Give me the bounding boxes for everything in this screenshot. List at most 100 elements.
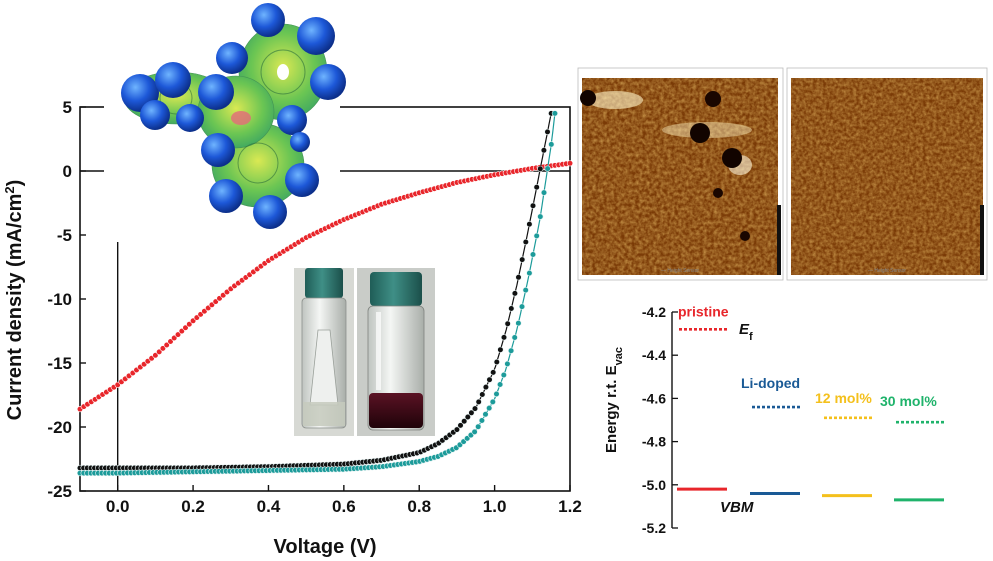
jv-data-point	[515, 320, 522, 327]
energy-y-axis-label-main: Energy r.t. E	[603, 365, 620, 453]
energy-sample-3: 30 mol%	[880, 393, 944, 502]
jv-data-point	[540, 189, 548, 196]
jv-x-tick-label: 0.0	[106, 497, 130, 516]
jv-chart: 0.0 0.2 0.4 0.6 0.8 1.0 1.2 5 0 -5 -10 -15 -20 -25 V…	[2, 98, 582, 558]
jv-data-point	[529, 251, 537, 258]
jv-data-point	[515, 274, 522, 281]
jv-data-point	[453, 426, 461, 433]
jv-data-point	[504, 320, 511, 327]
jv-data-point	[457, 422, 464, 429]
jv-data-point	[522, 238, 529, 246]
energy-y-ticks: -4.2 -4.4 -4.6 -4.8 -5.0 -5.2	[642, 304, 678, 536]
jv-data-point	[156, 348, 163, 356]
molecule-esp-image	[104, 3, 346, 242]
jv-series-1	[76, 110, 555, 472]
jv-data-point	[500, 371, 507, 379]
energy-sample-1: Li-doped	[741, 375, 800, 495]
jv-data-point	[490, 369, 497, 376]
jv-data-point	[167, 338, 174, 345]
svg-text:— Height Sensor: — Height Sensor	[661, 268, 699, 274]
ef-label-main: E	[739, 321, 750, 338]
jv-data-point	[486, 376, 493, 383]
jv-y-tick-label: 0	[63, 162, 72, 181]
ef-label-sub: f	[749, 331, 753, 343]
jv-data-point	[482, 411, 489, 418]
jv-data-point	[489, 398, 496, 406]
energy-y-tick-label: -5.2	[642, 520, 666, 536]
jv-data-point	[544, 128, 551, 135]
energy-y-tick-label: -4.2	[642, 304, 666, 320]
jv-series	[76, 110, 574, 477]
svg-text:— Height Sensor: — Height Sensor	[868, 268, 906, 274]
jv-data-point	[186, 321, 193, 328]
jv-data-point	[479, 391, 486, 398]
vial-photos	[294, 268, 435, 436]
jv-y-tick-label: 5	[63, 98, 72, 117]
jv-data-point	[493, 358, 500, 366]
jv-data-point	[171, 334, 178, 342]
jv-y-tick-label: -20	[47, 418, 72, 437]
energy-sample-0: pristine	[677, 303, 729, 491]
jv-data-point	[163, 341, 170, 349]
jv-data-point	[511, 334, 518, 341]
jv-data-point	[174, 331, 182, 338]
jv-data-point	[544, 165, 551, 172]
jv-data-point	[464, 413, 471, 421]
jv-data-point	[537, 165, 544, 172]
ef-label: Ef	[739, 321, 753, 343]
jv-data-point	[548, 141, 555, 148]
jv-data-point	[182, 324, 189, 331]
jv-y-axis-label: Current density (mA/cm2)	[2, 180, 27, 421]
jv-data-point	[519, 256, 526, 263]
jv-y-ticks: 5 0 -5 -10 -15 -20 -25	[47, 98, 86, 501]
energy-y-tick-label: -4.8	[642, 434, 666, 450]
jv-data-point	[471, 428, 478, 436]
jv-data-point	[522, 287, 529, 294]
jv-x-tick-label: 1.0	[483, 497, 507, 516]
jv-data-point	[504, 360, 511, 368]
energy-sample-2: 12 mol%	[815, 390, 872, 498]
jv-data-point	[475, 398, 482, 406]
vbm-label: VBM	[720, 499, 754, 516]
sample-label: 30 mol%	[880, 393, 937, 409]
jv-data-point	[500, 334, 508, 341]
energy-y-tick-label: -5.0	[642, 477, 666, 493]
jv-y-tick-label: -10	[47, 290, 72, 309]
jv-data-point	[566, 160, 574, 167]
jv-data-point	[537, 213, 544, 220]
energy-y-axis-label-sub: vac	[613, 347, 625, 365]
jv-y-tick-label: -15	[47, 354, 72, 373]
jv-y-tick-label: -25	[47, 482, 72, 501]
energy-y-axis-label: Energy r.t. Evac	[603, 347, 625, 453]
jv-y-axis-label-close: )	[4, 180, 26, 187]
jv-data-point	[475, 423, 482, 430]
jv-data-point	[159, 345, 166, 352]
jv-data-point	[526, 221, 533, 228]
energy-y-tick-label: -4.4	[642, 347, 666, 363]
jv-data-point	[152, 352, 159, 359]
jv-data-point	[497, 381, 504, 388]
jv-x-tick-label: 0.4	[257, 497, 281, 516]
jv-data-point	[497, 346, 504, 353]
jv-data-point	[529, 202, 537, 209]
sample-label: Li-doped	[741, 375, 800, 391]
jv-data-point	[508, 347, 515, 354]
jv-data-point	[518, 303, 526, 310]
jv-data-point	[511, 290, 519, 297]
jv-data-point	[508, 305, 515, 312]
sample-label: 12 mol%	[815, 390, 872, 406]
jv-data-point	[533, 232, 540, 239]
jv-data-point	[533, 184, 540, 191]
jv-data-point	[471, 405, 479, 412]
energy-level-chart: -4.2 -4.4 -4.6 -4.8 -5.0 -5.2 pristine Li-dope…	[603, 303, 944, 536]
jv-data-point	[461, 418, 468, 425]
afm-image-pristine: — Height Sensor	[577, 67, 784, 281]
jv-data-point	[526, 270, 533, 277]
energy-levels: pristine Li-doped 12 mol% 30 mol%	[677, 303, 944, 502]
jv-y-axis-label-main: Current density (mA/cm	[4, 194, 26, 421]
jv-series-2	[76, 110, 559, 477]
jv-data-point	[486, 405, 493, 412]
jv-data-point	[493, 390, 500, 398]
jv-y-tick-label: -5	[57, 226, 72, 245]
